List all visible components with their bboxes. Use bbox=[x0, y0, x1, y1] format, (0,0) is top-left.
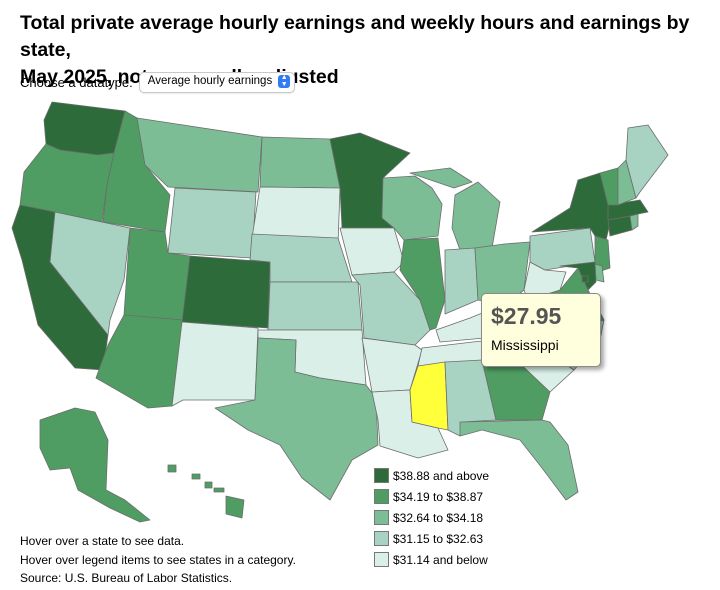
tooltip-state-name: Mississippi bbox=[491, 337, 559, 353]
state-mississippi[interactable] bbox=[409, 361, 449, 431]
state-wyoming[interactable] bbox=[167, 187, 257, 259]
state-wisconsin[interactable] bbox=[381, 175, 443, 241]
state-illinois[interactable] bbox=[399, 237, 446, 331]
state-washington[interactable] bbox=[43, 101, 126, 156]
legend-item-4[interactable]: $31.15 to $32.63 bbox=[374, 528, 489, 549]
state-missouri[interactable] bbox=[351, 271, 431, 346]
notes: Hover over a state to see data. Hover ov… bbox=[20, 532, 296, 588]
state-tooltip: $27.95 Mississippi bbox=[481, 293, 601, 367]
legend-swatch bbox=[374, 468, 389, 483]
state-north-dakota[interactable] bbox=[259, 136, 341, 189]
note-hover-state: Hover over a state to see data. bbox=[20, 534, 185, 548]
legend-swatch bbox=[374, 531, 389, 546]
state-kansas[interactable] bbox=[267, 281, 363, 331]
state-texas[interactable] bbox=[214, 337, 379, 501]
state-district-of-columbia[interactable] bbox=[581, 275, 589, 283]
datatype-chooser: Choose a datatype: Average hourly earnin… bbox=[20, 72, 296, 93]
legend-label: $31.14 and below bbox=[393, 552, 488, 567]
note-hover-legend: Hover over legend items to see states in… bbox=[20, 552, 296, 567]
state-hawaii[interactable] bbox=[167, 464, 245, 519]
state-indiana[interactable] bbox=[444, 247, 479, 315]
state-alaska[interactable] bbox=[39, 407, 151, 523]
source-note: Source: U.S. Bureau of Labor Statistics. bbox=[20, 571, 233, 585]
state-arkansas[interactable] bbox=[361, 337, 423, 393]
legend-swatch bbox=[374, 552, 389, 567]
legend-item-2[interactable]: $34.19 to $38.87 bbox=[374, 486, 489, 507]
state-maine[interactable] bbox=[625, 124, 669, 199]
datatype-selected-value: Average hourly earnings bbox=[147, 75, 273, 87]
tooltip-value: $27.95 bbox=[491, 303, 562, 329]
legend-label: $31.15 to $32.63 bbox=[393, 531, 484, 546]
state-colorado[interactable] bbox=[181, 255, 271, 329]
state-iowa[interactable] bbox=[339, 227, 405, 276]
datatype-select[interactable]: Average hourly earnings ▲ ▼ bbox=[138, 72, 296, 93]
state-new-jersey[interactable] bbox=[594, 235, 611, 273]
legend-item-3[interactable]: $32.64 to $34.18 bbox=[374, 507, 489, 528]
legend-label: $38.88 and above bbox=[393, 468, 490, 483]
legend-item-5[interactable]: $31.14 and below bbox=[374, 549, 489, 570]
state-florida[interactable] bbox=[459, 419, 579, 501]
state-maryland[interactable] bbox=[559, 261, 597, 291]
datatype-label: Choose a datatype: bbox=[20, 75, 133, 90]
legend-label: $34.19 to $38.87 bbox=[393, 489, 484, 504]
legend: $38.88 and above $34.19 to $38.87 $32.64… bbox=[374, 465, 489, 570]
state-oregon[interactable] bbox=[19, 143, 115, 223]
legend-swatch bbox=[374, 489, 389, 504]
legend-swatch bbox=[374, 510, 389, 525]
legend-label: $32.64 to $34.18 bbox=[393, 510, 484, 525]
up-down-chevron-icon: ▲ ▼ bbox=[278, 74, 291, 88]
state-new-york[interactable] bbox=[531, 172, 613, 241]
state-new-mexico[interactable] bbox=[171, 321, 259, 407]
legend-item-1[interactable]: $38.88 and above bbox=[374, 465, 489, 486]
title-line-1: Total private average hourly earnings an… bbox=[20, 12, 690, 61]
